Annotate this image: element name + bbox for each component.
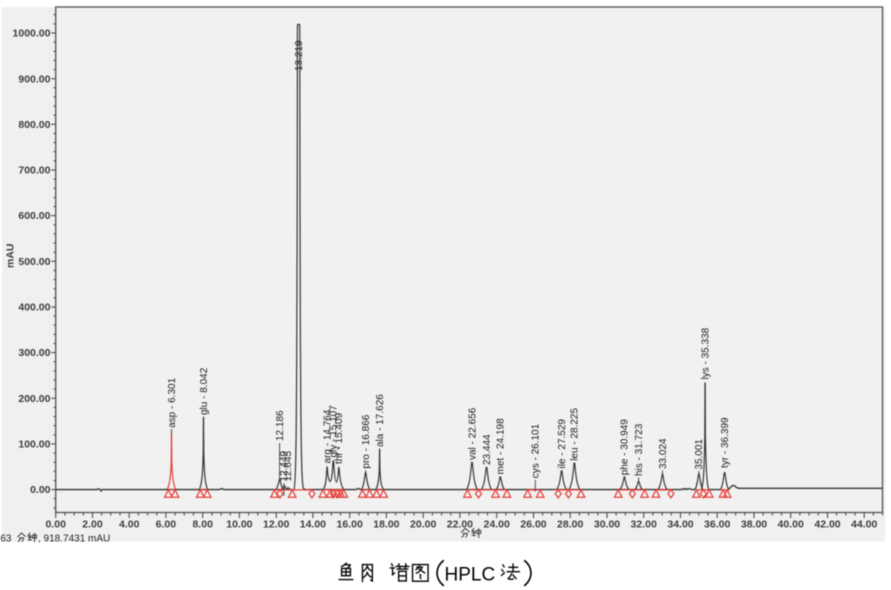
svg-text:cys - 26.101: cys - 26.101 <box>531 423 542 478</box>
svg-text:42.00: 42.00 <box>814 519 840 531</box>
svg-text:300.00: 300.00 <box>18 347 50 359</box>
svg-text:14.00: 14.00 <box>300 519 326 531</box>
svg-text:30.00: 30.00 <box>594 519 620 531</box>
svg-text:, 918.7431 mAU: , 918.7431 mAU <box>38 534 110 545</box>
svg-text:0.00: 0.00 <box>45 519 66 531</box>
svg-text:500.00: 500.00 <box>18 256 50 268</box>
svg-text:13.219: 13.219 <box>294 40 305 71</box>
svg-text:18.00: 18.00 <box>373 519 399 531</box>
svg-text:26.00: 26.00 <box>520 519 546 531</box>
svg-text:23.444: 23.444 <box>482 434 493 465</box>
svg-text:38.00: 38.00 <box>741 519 767 531</box>
svg-text:leu - 28.225: leu - 28.225 <box>570 408 581 461</box>
svg-text:his - 31.723: his - 31.723 <box>634 423 645 476</box>
svg-text:ala - 17.626: ala - 17.626 <box>375 394 386 447</box>
svg-text:20.00: 20.00 <box>410 519 436 531</box>
svg-text:22.00: 22.00 <box>447 519 473 531</box>
svg-text:800.00: 800.00 <box>18 119 50 131</box>
svg-text:glu - 8.042: glu - 8.042 <box>199 367 210 415</box>
svg-text:tyr - 36.399: tyr - 36.399 <box>720 417 731 468</box>
svg-text:100.00: 100.00 <box>18 439 50 451</box>
svg-text:700.00: 700.00 <box>18 165 50 177</box>
svg-text:40.00: 40.00 <box>778 519 804 531</box>
svg-text:10.00: 10.00 <box>226 519 252 531</box>
svg-text:12.449: 12.449 <box>279 450 290 481</box>
svg-text:8.00: 8.00 <box>192 519 213 531</box>
svg-text:0.00: 0.00 <box>30 484 51 496</box>
svg-text:600.00: 600.00 <box>18 210 50 222</box>
svg-text:12.645: 12.645 <box>283 450 294 481</box>
svg-text:12.186: 12.186 <box>275 410 286 441</box>
svg-text:met - 24.198: met - 24.198 <box>496 418 507 475</box>
svg-text:36.00: 36.00 <box>704 519 730 531</box>
svg-text:32.00: 32.00 <box>631 519 657 531</box>
svg-text:28.00: 28.00 <box>557 519 583 531</box>
svg-text:34.00: 34.00 <box>667 519 693 531</box>
svg-text:33.024: 33.024 <box>658 438 669 469</box>
svg-text:6.00: 6.00 <box>156 519 177 531</box>
svg-text:12.00: 12.00 <box>263 519 289 531</box>
svg-text:200.00: 200.00 <box>18 393 50 405</box>
svg-text:2.00: 2.00 <box>82 519 103 531</box>
svg-text:24.00: 24.00 <box>484 519 510 531</box>
svg-text:35.001: 35.001 <box>694 439 705 470</box>
svg-text:mAU: mAU <box>5 243 17 268</box>
svg-text:44.00: 44.00 <box>851 519 877 531</box>
svg-text:963: 963 <box>0 534 12 545</box>
svg-text:900.00: 900.00 <box>18 73 50 85</box>
svg-text:thr - 15.409: thr - 15.409 <box>334 412 345 464</box>
svg-text:gly - 15.107: gly - 15.107 <box>329 405 340 458</box>
svg-text:1000.00: 1000.00 <box>13 28 51 40</box>
svg-text:4.00: 4.00 <box>119 519 140 531</box>
svg-text:HPLC: HPLC <box>445 565 496 586</box>
svg-text:pro - 16.866: pro - 16.866 <box>361 414 372 468</box>
svg-text:ile - 27.529: ile - 27.529 <box>557 419 568 469</box>
svg-text:400.00: 400.00 <box>18 302 50 314</box>
svg-text:16.00: 16.00 <box>337 519 363 531</box>
svg-text:val - 22.656: val - 22.656 <box>467 407 478 460</box>
svg-text:phe - 30.949: phe - 30.949 <box>620 419 631 476</box>
svg-text:lys - 35.338: lys - 35.338 <box>700 327 711 379</box>
svg-text:asp - 6.301: asp - 6.301 <box>167 377 178 427</box>
svg-text:arg - 14.764: arg - 14.764 <box>322 409 333 463</box>
